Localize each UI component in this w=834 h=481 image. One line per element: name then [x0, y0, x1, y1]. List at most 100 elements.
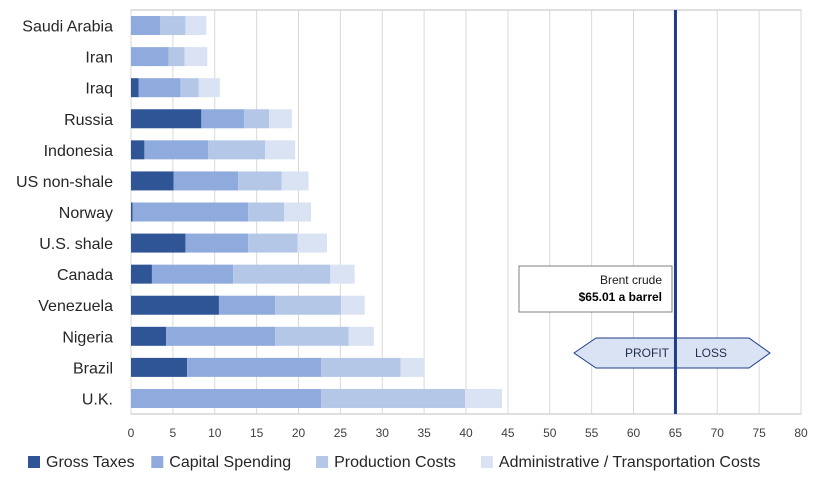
x-tick-label: 55 [585, 426, 599, 440]
category-label: Indonesia [44, 143, 113, 160]
bar-segment [198, 78, 220, 98]
bar-segment [144, 140, 209, 160]
category-label: US non-shale [16, 174, 113, 191]
bar-segment [201, 109, 245, 129]
category-label: U.S. shale [39, 236, 113, 253]
x-tick-label: 35 [417, 426, 431, 440]
x-tick-label: 40 [459, 426, 473, 440]
x-axis-ticks: 0 5 10 15 20 25 30 35 40 45 50 55 60 65 70 75 80 [128, 426, 808, 440]
category-label: Venezuela [38, 298, 113, 315]
bar-segment [131, 171, 174, 191]
bar-segment [180, 78, 199, 98]
x-tick-label: 20 [292, 426, 306, 440]
bar-segment [173, 171, 239, 191]
bar-segment [330, 264, 355, 284]
bar-segment [138, 78, 181, 98]
arrow-shape [573, 337, 771, 369]
legend-swatch [28, 456, 40, 468]
x-tick-label: 45 [501, 426, 515, 440]
bar-segment [275, 295, 342, 315]
bar-segment [185, 16, 207, 36]
category-label: Iraq [85, 81, 113, 98]
bar-segment [151, 264, 234, 284]
x-tick-label: 0 [128, 426, 135, 440]
x-tick-label: 80 [794, 426, 808, 440]
bar-segment [284, 202, 312, 222]
bar-segment [187, 357, 322, 377]
x-tick-label: 5 [170, 426, 177, 440]
bar-segment [233, 264, 331, 284]
legend: Gross Taxes Capital Spending Production Co… [28, 454, 760, 471]
bar-segment [131, 47, 169, 67]
legend-label: Gross Taxes [46, 454, 135, 471]
bar-segment [248, 202, 285, 222]
bar-segment [166, 326, 276, 346]
bar-segment [208, 140, 265, 160]
x-tick-label: 25 [334, 426, 348, 440]
brent-callout: Brent crude $65.01 a barrel [518, 265, 673, 313]
bar-segment [275, 326, 349, 346]
bar-segment [321, 388, 466, 408]
callout-line2: $65.01 a barrel [579, 290, 662, 304]
x-tick-label: 70 [711, 426, 725, 440]
arrow-profit-label: PROFIT [625, 346, 670, 360]
bar-segment [131, 326, 167, 346]
category-label: U.K. [82, 391, 113, 408]
callout-line1: Brent crude [600, 273, 662, 287]
legend-swatch [480, 456, 493, 468]
bar-segment [131, 388, 322, 408]
bar-segment [131, 264, 152, 284]
callout-box [518, 265, 673, 313]
bar-segment [160, 16, 186, 36]
category-label: Norway [59, 205, 113, 222]
category-labels: Saudi Arabia Iran Iraq Russia Indonesia US no… [16, 19, 113, 409]
x-tick-label: 30 [376, 426, 390, 440]
x-tick-label: 50 [543, 426, 557, 440]
legend-label: Production Costs [334, 454, 456, 471]
bar-segment [131, 357, 188, 377]
legend-swatch [151, 456, 164, 468]
bar-segment [132, 202, 249, 222]
bar-segment [321, 357, 401, 377]
legend-label: Administrative / Transportation Costs [499, 454, 760, 471]
bar-segment [465, 388, 503, 408]
bar-segment [238, 171, 282, 191]
bar-segment [265, 140, 296, 160]
category-label: Brazil [73, 360, 113, 377]
bar-segment [244, 109, 270, 129]
bar-segment [341, 295, 365, 315]
bar-segment [131, 202, 133, 222]
bar-segment [218, 295, 276, 315]
bar-segment [168, 47, 185, 67]
category-label: Saudi Arabia [22, 19, 113, 36]
bar-segment [269, 109, 292, 129]
x-tick-label: 75 [752, 426, 766, 440]
bar-segment [131, 233, 186, 253]
x-tick-label: 65 [669, 426, 683, 440]
bar-segment [297, 233, 327, 253]
category-label: Iran [85, 50, 113, 67]
bar-segment [281, 171, 309, 191]
bar-segment [185, 233, 249, 253]
bar-segment [131, 78, 139, 98]
category-label: Russia [64, 112, 113, 129]
bar-segment [184, 47, 208, 67]
category-label: Nigeria [62, 329, 113, 346]
category-label: Canada [57, 267, 113, 284]
bars [131, 16, 503, 408]
bar-segment [131, 16, 161, 36]
bar-segment [131, 140, 145, 160]
bar-segment [400, 357, 425, 377]
arrow-loss-label: LOSS [695, 346, 727, 360]
bar-segment [131, 295, 219, 315]
x-tick-label: 10 [208, 426, 222, 440]
bar-segment [131, 109, 202, 129]
bar-segment [348, 326, 374, 346]
bar-segment [248, 233, 298, 253]
legend-label: Capital Spending [169, 454, 291, 471]
x-tick-label: 60 [627, 426, 641, 440]
x-tick-label: 15 [250, 426, 264, 440]
profit-loss-arrow: PROFIT LOSS [573, 337, 771, 369]
legend-swatch [316, 456, 329, 468]
